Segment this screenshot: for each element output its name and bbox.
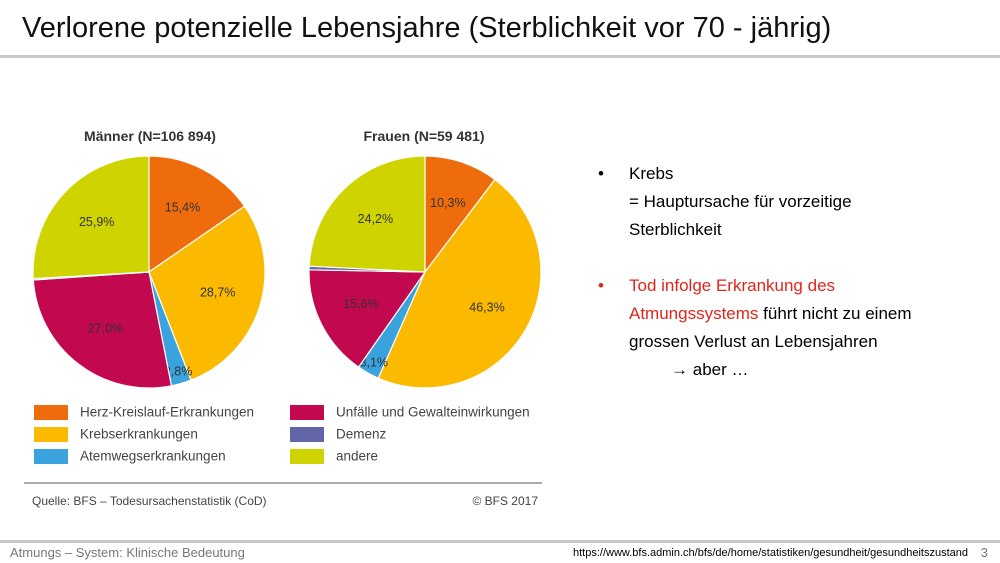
slice-label-krebserkrankungen: 46,3%	[469, 301, 504, 315]
legend-swatch-andere	[290, 449, 324, 464]
pie-slice-krebserkrankungen	[377, 178, 542, 389]
bullet-text-highlight: Tod infolge Erkrankung des	[629, 276, 836, 295]
footer-topic: Atmungs – System: Klinische Bedeutung	[10, 545, 245, 560]
pie-slice-krebserkrankungen	[148, 205, 266, 381]
legend-swatch-demenz	[290, 427, 324, 442]
bullet-krebs: • Krebs = Hauptursache für vorzeitige St…	[598, 160, 988, 244]
arrow-icon: →	[671, 360, 688, 379]
pie-frauen: 10,3%46,3%3,1%15,6%0,5%24,2%	[308, 155, 542, 389]
legend-label-krebserkrankungen: Krebserkrankungen	[80, 427, 198, 442]
bullet-text: grossen Verlust an Lebensjahren	[629, 332, 878, 351]
slice-label-krebserkrankungen: 28,7%	[200, 285, 235, 299]
bullet-text: aber …	[692, 360, 749, 379]
pie-maenner: 15,4%28,7%2,8%27,0%0,2%25,9%	[32, 155, 266, 389]
bullet-text: Sterblichkeit	[629, 220, 722, 239]
title-divider	[0, 55, 1000, 58]
source-text: Quelle: BFS – Todesursachenstatistik (Co…	[32, 494, 267, 508]
pie-slice-andere	[32, 155, 150, 280]
legend: Herz-Kreislauf-Erkrankungen Krebserkranku…	[34, 405, 530, 464]
legend-label-demenz: Demenz	[336, 427, 387, 442]
bullet-text: führt nicht zu einem	[758, 304, 912, 323]
page-number: 3	[980, 545, 988, 560]
slice-label-andere: 25,9%	[79, 215, 114, 229]
slice-label-unfaelle-und-gewalteinwirkungen: 27,0%	[88, 321, 123, 335]
pie-slice-herz-kreislauf-erkrankungen	[148, 155, 246, 274]
slice-label-herz-kreislauf-erkrankungen: 10,3%	[430, 196, 465, 210]
bullet-atmung: • Tod infolge Erkrankung des Atmungssyst…	[598, 272, 988, 384]
legend-swatch-atemwegserkrankungen	[34, 449, 68, 464]
legend-label-atemwegserkrankungen: Atemwegserkrankungen	[80, 449, 226, 464]
legend-swatch-krebserkrankungen	[34, 427, 68, 442]
footer-divider	[0, 540, 1000, 543]
pie-slice-unfaelle-und-gewalteinwirkungen	[32, 271, 173, 389]
bullet-dot: •	[598, 276, 604, 295]
bullet-text-highlight: Atmungssystems	[629, 304, 759, 323]
bullet-dot: •	[598, 164, 604, 183]
source-url[interactable]: https://www.bfs.admin.ch/bfs/de/home/sta…	[572, 547, 968, 559]
pie-chart-figure: Männer (N=106 894) Frauen (N=59 481) 15,…	[22, 108, 550, 528]
bullet-text: Krebs	[629, 164, 674, 183]
pie-title-maenner: Männer (N=106 894)	[84, 128, 216, 144]
slice-label-atemwegserkrankungen: 2,8%	[164, 365, 193, 379]
pie-slice-unfaelle-und-gewalteinwirkungen	[308, 269, 427, 368]
pie-slice-herz-kreislauf-erkrankungen	[424, 155, 496, 274]
slice-label-herz-kreislauf-erkrankungen: 15,4%	[165, 201, 200, 215]
legend-label-herz-kreislauf-erkrankungen: Herz-Kreislauf-Erkrankungen	[80, 405, 254, 420]
slide-title: Verlorene potenzielle Lebensjahre (Sterb…	[22, 12, 832, 44]
bullet-text: = Hauptursache für vorzeitige	[629, 192, 852, 211]
slice-label-unfaelle-und-gewalteinwirkungen: 15,6%	[343, 297, 378, 311]
bullet-list: • Krebs = Hauptursache für vorzeitige St…	[598, 160, 988, 384]
legend-label-andere: andere	[336, 449, 378, 464]
legend-swatch-herz-kreislauf-erkrankungen	[34, 405, 68, 420]
legend-label-unfaelle-und-gewalteinwirkungen: Unfälle und Gewalteinwirkungen	[336, 405, 530, 420]
slice-label-atemwegserkrankungen: 3,1%	[360, 355, 389, 369]
pie-title-frauen: Frauen (N=59 481)	[364, 128, 485, 144]
legend-swatch-unfaelle-und-gewalteinwirkungen	[290, 405, 324, 420]
slice-label-andere: 24,2%	[358, 212, 393, 226]
pie-slice-andere	[308, 155, 426, 273]
copyright-text: © BFS 2017	[472, 494, 538, 508]
pie-charts-svg: Männer (N=106 894) Frauen (N=59 481) 15,…	[24, 128, 542, 508]
